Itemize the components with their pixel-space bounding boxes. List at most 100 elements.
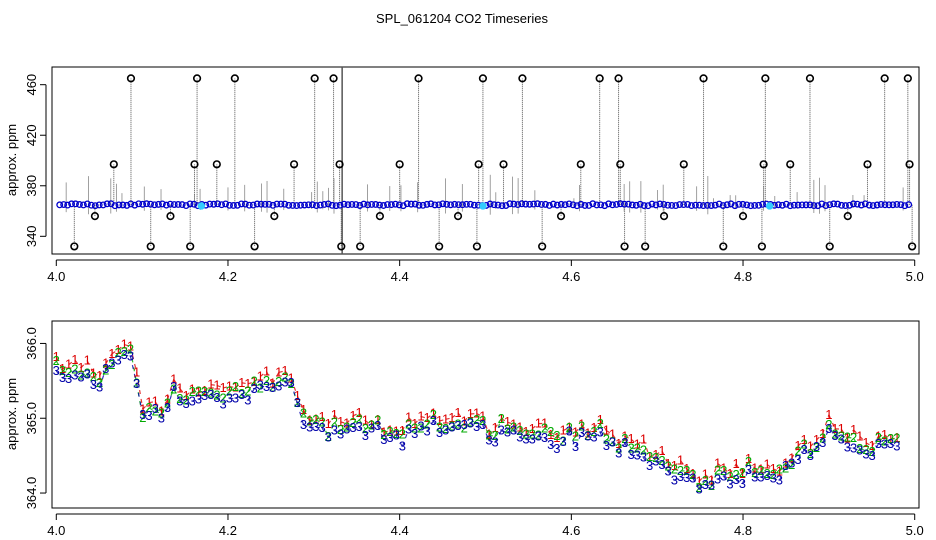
raw-co2-point (794, 201, 802, 209)
raw-co2-point (391, 200, 399, 208)
figure-title: SPL_061204 CO2 Timeseries (376, 11, 548, 26)
series-1-marker: 1 (288, 370, 295, 385)
raw-co2-point (826, 201, 834, 209)
series-connector (797, 449, 805, 461)
series-connector (198, 395, 205, 401)
series-1-marker: 1 (881, 427, 888, 442)
series-connector (890, 437, 897, 440)
series-connector (451, 424, 459, 428)
raw-co2-point (597, 201, 605, 209)
series-connector (62, 377, 69, 380)
raw-co2-point (798, 201, 806, 209)
series-connector (766, 473, 774, 476)
series-2-marker: 2 (634, 441, 641, 456)
raw-co2-point (158, 200, 166, 208)
series-connector (408, 417, 416, 425)
series-3-marker: 3 (238, 387, 245, 402)
series-connector (544, 427, 552, 433)
series-1-marker: 1 (53, 349, 60, 364)
series-1-marker: 1 (671, 458, 678, 473)
series-connector (550, 434, 558, 439)
series-2-marker: 2 (257, 380, 264, 395)
series-connector (74, 369, 82, 376)
raw-co2-point (127, 200, 135, 208)
series-connector (828, 424, 836, 435)
series-connector (334, 429, 341, 436)
series-3-marker: 3 (467, 415, 474, 430)
series-connector (871, 437, 879, 453)
raw-co2-point (782, 200, 790, 208)
series-connector (358, 412, 366, 422)
series-2-marker: 2 (59, 363, 66, 378)
raw-co2-point (735, 200, 743, 208)
series-connector (711, 479, 719, 487)
series-2-marker: 2 (133, 375, 140, 390)
series-2-marker: 2 (757, 463, 764, 478)
series-connector (216, 394, 224, 400)
series-1-marker: 1 (393, 424, 400, 439)
outlier-point (126, 74, 136, 83)
series-connector (667, 463, 675, 467)
series-1-marker: 1 (485, 427, 492, 442)
series-2-marker: 2 (393, 426, 400, 441)
series-2-marker: 2 (794, 443, 801, 458)
series-1-marker: 1 (807, 439, 814, 454)
series-2-marker: 2 (90, 369, 97, 384)
series-1-marker: 1 (875, 428, 882, 443)
series-connector (612, 442, 620, 454)
series-3-marker: 3 (887, 436, 894, 451)
raw-co2-point (76, 201, 83, 208)
series-3-marker: 3 (189, 393, 196, 408)
series-2-marker: 2 (139, 410, 146, 425)
outlier-point (146, 242, 155, 251)
series-connector (389, 435, 397, 439)
series-1-marker: 1 (65, 357, 72, 372)
series-3-marker: 3 (139, 407, 146, 422)
series-2-marker: 2 (683, 463, 690, 478)
raw-co2-point (119, 201, 127, 209)
series-2-marker: 2 (603, 432, 610, 447)
series-1-marker: 1 (572, 425, 579, 440)
series-3-marker: 3 (71, 368, 78, 383)
series-1-marker: 1 (609, 426, 616, 441)
series-1-marker: 1 (368, 417, 375, 432)
series-connector (303, 413, 311, 422)
outlier-point (166, 211, 175, 221)
series-3-marker: 3 (714, 471, 721, 486)
series-3-marker: 3 (448, 420, 455, 435)
series-connector (321, 422, 329, 438)
series-connector (859, 435, 867, 444)
series-1-marker: 1 (189, 381, 196, 396)
series-connector (296, 403, 305, 426)
series-3-marker: 3 (652, 454, 659, 469)
series-connector (865, 442, 873, 447)
bottom-x-tick-label: 4.4 (391, 523, 409, 538)
series-2-marker: 2 (751, 465, 758, 480)
outlier-point (356, 242, 365, 251)
series-connector (68, 359, 76, 366)
series-connector (809, 447, 817, 455)
series-2-marker: 2 (386, 424, 393, 439)
outlier-point (478, 74, 488, 83)
series-3-marker: 3 (751, 470, 758, 485)
series-connector (105, 364, 113, 371)
series-2-marker: 2 (702, 473, 709, 488)
raw-co2-point (135, 200, 143, 208)
raw-co2-point (249, 201, 257, 209)
series-connector (235, 394, 242, 399)
series-connector (587, 427, 595, 434)
series-connector (315, 419, 323, 424)
top-plot-frame (51, 66, 920, 255)
series-3-marker: 3 (498, 423, 505, 438)
series-connector (346, 427, 354, 431)
raw-co2-point (178, 201, 186, 209)
series-connector (618, 438, 626, 449)
series-connector (544, 437, 552, 446)
series-connector (661, 450, 669, 465)
series-connector (674, 468, 681, 472)
raw-co2-point (628, 201, 636, 209)
raw-co2-point (522, 200, 530, 208)
series-connector (500, 418, 508, 430)
series-1-marker: 1 (430, 406, 437, 421)
series-1-marker: 1 (559, 423, 566, 438)
